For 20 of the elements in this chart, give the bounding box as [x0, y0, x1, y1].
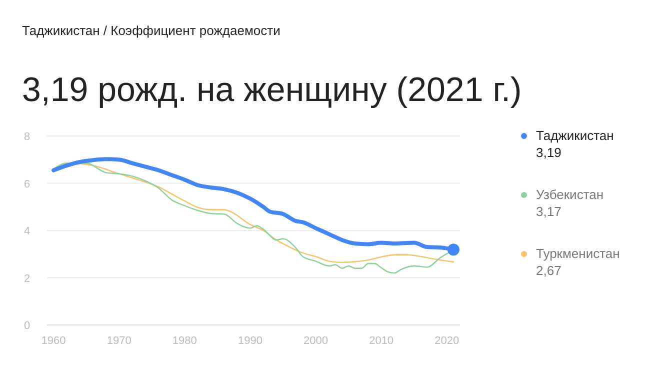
y-tick-label: 8: [24, 131, 30, 143]
x-tick-label: 1970: [106, 335, 132, 347]
y-tick-label: 0: [24, 320, 30, 332]
chart-subtitle: Таджикистан / Коэффициент рождаемости: [22, 23, 280, 38]
legend-label: Туркменистан: [536, 246, 620, 261]
x-tick-label: 1960: [41, 335, 66, 347]
text: 3,19: [536, 145, 562, 160]
x-tick-label: 2000: [304, 335, 328, 347]
chart-title: 3,19 рожд. на женщину (2021 г.): [22, 71, 522, 109]
x-tick-label: 1980: [172, 335, 197, 347]
x-tick-label: 2010: [369, 335, 394, 347]
y-tick-label: 2: [24, 272, 30, 285]
legend-label: Таджикистан: [536, 128, 614, 143]
x-tick-label: 1990: [238, 335, 262, 347]
x-tick-label: 2020: [434, 335, 460, 347]
text: 2,67: [536, 263, 562, 278]
text: 3,17: [536, 204, 562, 219]
y-tick-label: 4: [24, 226, 30, 238]
y-tick-label: 6: [24, 178, 30, 190]
legend-label: Узбекистан: [536, 187, 604, 202]
